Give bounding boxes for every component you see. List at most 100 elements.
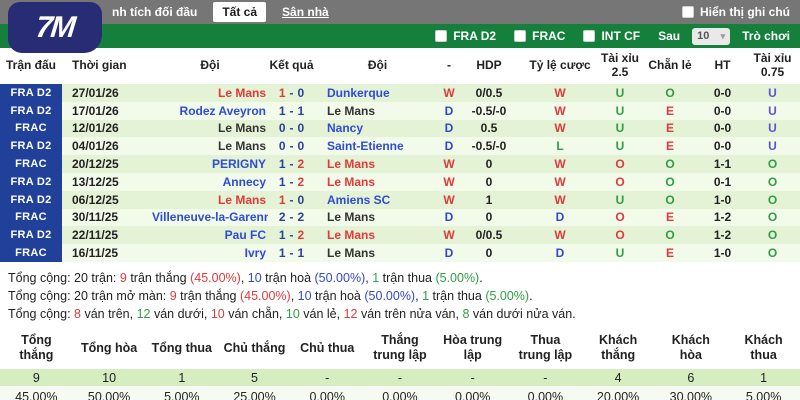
away-team-link[interactable]: Dunkerque xyxy=(327,85,390,100)
home-team-link[interactable]: Le Mans xyxy=(217,192,266,207)
checkbox-icon[interactable] xyxy=(435,30,448,42)
col-header-odds: Tỷ lệ cược xyxy=(520,48,600,84)
league-badge[interactable]: FRAC xyxy=(0,119,62,138)
full-time-score: 0-0 xyxy=(268,119,315,138)
away-team-link[interactable]: Le Mans xyxy=(327,103,376,118)
after-label: Sau xyxy=(658,29,681,43)
league-filter-checkbox[interactable]: FRA D2 xyxy=(435,29,496,43)
over-under-075-letter: U xyxy=(768,103,777,118)
odd-even-letter: O xyxy=(665,174,675,189)
odd-even-letter: O xyxy=(665,85,675,100)
col-header-ou25: Tài xỉu 2.5 xyxy=(600,48,640,84)
stats-count-cell: 5 xyxy=(218,366,291,387)
home-team-link[interactable]: Ivry xyxy=(244,246,266,261)
handicap-value: 0/0.5 xyxy=(458,84,520,102)
half-time-score: 1-2 xyxy=(700,226,745,245)
home-team-link[interactable]: Le Mans xyxy=(217,139,266,154)
league-badge[interactable]: FRA D2 xyxy=(0,190,62,209)
score-dash: - xyxy=(289,139,294,154)
odds-result-letter: W xyxy=(554,192,566,207)
home-team-link[interactable]: Rodez Aveyron xyxy=(179,103,266,118)
half-time-score: 1-0 xyxy=(700,244,745,262)
over-under-25-letter: O xyxy=(615,228,625,243)
home-team-link[interactable]: Pau FC xyxy=(224,228,266,243)
league-badge[interactable]: FRA D2 xyxy=(0,172,62,191)
col-header-ou075: Tài xỉu 0.75 xyxy=(745,48,800,84)
home-team-link[interactable]: Le Mans xyxy=(217,85,266,100)
checkbox-icon[interactable] xyxy=(514,30,527,42)
result-letter: D xyxy=(444,246,454,261)
half-time-score: 1-1 xyxy=(700,155,745,173)
over-under-25-letter: U xyxy=(615,139,625,154)
away-team-link[interactable]: Nancy xyxy=(327,121,364,136)
match-date: 12/01/26 xyxy=(62,119,152,138)
stats-col-header: Tổng thắng xyxy=(0,329,73,368)
match-history-table: Trận đấu Thời gian Đội Kết quả Đội - HDP… xyxy=(0,48,800,262)
odd-even-letter: E xyxy=(665,246,674,261)
home-team-link[interactable]: Villeneuve-la-Garenne xyxy=(152,210,268,225)
away-team-link[interactable]: Le Mans xyxy=(327,157,376,172)
over-under-075-letter: O xyxy=(767,174,778,189)
league-filter-label: FRA D2 xyxy=(453,29,497,43)
stats-col-header: Thắng trung lập xyxy=(363,329,437,368)
league-filter-checkbox[interactable]: FRAC xyxy=(514,29,565,43)
odds-result-letter: W xyxy=(554,121,566,136)
show-notes-toggle[interactable]: Hiển thị ghi chú xyxy=(682,5,790,19)
over-under-25-letter: U xyxy=(615,246,625,261)
stats-percent-cell: 20.00% xyxy=(581,386,655,400)
away-team-link[interactable]: Le Mans xyxy=(327,228,376,243)
over-under-25-letter: U xyxy=(615,192,625,207)
7m-logo[interactable]: 7M xyxy=(8,2,102,53)
league-badge[interactable]: FRA D2 xyxy=(0,226,62,245)
result-breakdown-table: Tổng thắng Tổng hòa Tổng thua Chủ thắng Chủ … xyxy=(0,329,800,400)
stats-count-cell: - xyxy=(436,366,510,387)
odds-result-letter: W xyxy=(554,174,566,189)
tab-home-ground[interactable]: Sân nhà xyxy=(282,5,329,19)
result-letter: W xyxy=(443,85,455,100)
away-team-link[interactable]: Le Mans xyxy=(327,174,376,189)
result-letter: D xyxy=(444,121,454,136)
home-team-link[interactable]: PERIGNY xyxy=(211,157,266,172)
tab-all[interactable]: Tất cả xyxy=(213,2,267,22)
checkbox-icon[interactable] xyxy=(583,30,596,42)
league-filter-checkbox[interactable]: INT CF xyxy=(583,29,640,43)
stats-percent-cell: 0.00% xyxy=(509,386,582,400)
odds-result-letter: W xyxy=(554,85,566,100)
match-date: 22/11/25 xyxy=(62,226,152,245)
handicap-value: 0 xyxy=(458,208,520,227)
handicap-value: 0/0.5 xyxy=(458,226,520,245)
away-team-link[interactable]: Amiens SC xyxy=(327,192,391,207)
over-under-075-letter: O xyxy=(767,228,778,243)
away-team-link[interactable]: Le Mans xyxy=(327,246,376,261)
result-letter: D xyxy=(444,139,454,154)
match-row: FRAC 30/11/25 Villeneuve-la-Garenne 2-2 … xyxy=(0,208,800,227)
odd-even-letter: E xyxy=(665,103,674,118)
match-row: FRA D2 13/12/25 Annecy 1-2 Le Mans W 0 W… xyxy=(0,172,800,191)
col-header-ht: HT xyxy=(700,48,745,84)
away-team-link[interactable]: Saint-Etienne xyxy=(327,139,404,154)
half-time-score: 1-0 xyxy=(700,190,745,209)
games-count-select[interactable]: 10 ▾ xyxy=(692,27,731,45)
score-dash: - xyxy=(289,210,294,225)
away-team-link[interactable]: Le Mans xyxy=(327,210,376,225)
league-badge[interactable]: FRAC xyxy=(0,208,62,227)
league-badge[interactable]: FRAC xyxy=(0,155,62,173)
stats-col-header: Khách thắng xyxy=(581,329,655,368)
league-badge[interactable]: FRA D2 xyxy=(0,84,62,102)
full-time-score: 0-0 xyxy=(268,137,315,156)
league-badge[interactable]: FRA D2 xyxy=(0,137,62,156)
over-under-075-letter: O xyxy=(767,157,778,172)
match-row: FRA D2 22/11/25 Pau FC 1-2 Le Mans W 0/0… xyxy=(0,226,800,245)
league-badge[interactable]: FRAC xyxy=(0,244,62,262)
home-team-link[interactable]: Annecy xyxy=(222,174,266,189)
league-badge[interactable]: FRA D2 xyxy=(0,101,62,120)
col-header-home-team: Đội xyxy=(152,48,268,84)
odds-result-letter: L xyxy=(556,139,564,154)
show-notes-checkbox-icon[interactable] xyxy=(682,6,694,18)
match-date: 04/01/26 xyxy=(62,137,152,156)
full-time-score: 1-0 xyxy=(268,84,315,102)
summary-line: Tổng cộng: 20 trận mở màn: 9 trận thắng … xyxy=(8,288,533,303)
home-team-link[interactable]: Le Mans xyxy=(217,121,266,136)
over-under-075-letter: U xyxy=(768,85,777,100)
